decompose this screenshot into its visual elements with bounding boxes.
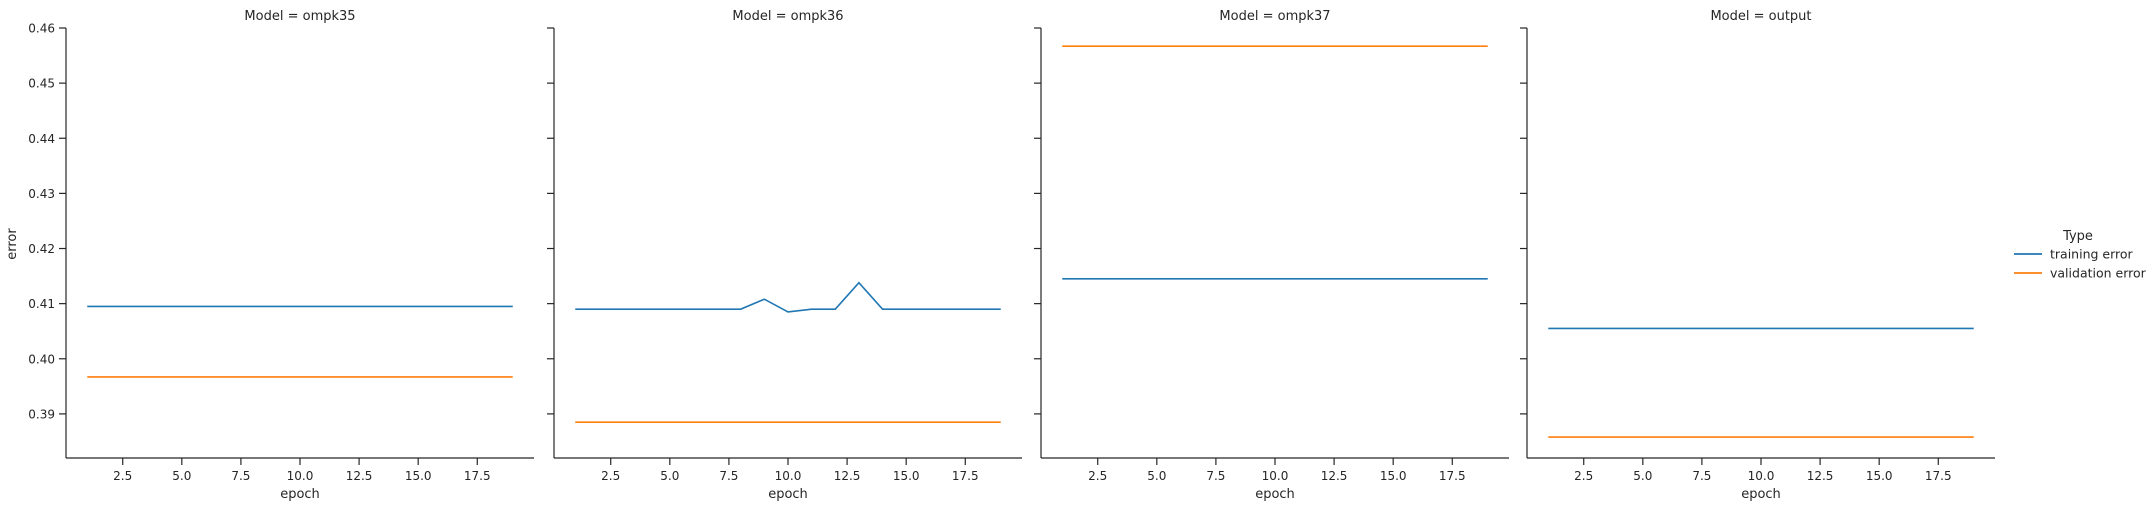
x-tick-label: 7.5 [1692,469,1711,483]
panel-title: Model = output [1710,9,1811,24]
x-tick-label: 17.5 [952,469,979,483]
x-tick-label: 12.5 [1807,469,1834,483]
x-tick-label: 7.5 [1206,469,1225,483]
legend: Type training error validation error [2014,229,2147,281]
y-tick-label: 0.43 [28,187,55,201]
x-tick-label: 10.0 [287,469,314,483]
y-tick-label: 0.42 [28,242,55,256]
x-tick-label: 7.5 [231,469,250,483]
legend-title: Type [2062,229,2093,244]
x-tick-label: 10.0 [775,469,802,483]
x-tick-label: 5.0 [660,469,679,483]
x-tick-label: 17.5 [464,469,491,483]
x-axis-label: epoch [280,487,320,502]
y-tick-label: 0.46 [28,22,55,36]
x-tick-label: 17.5 [1439,469,1466,483]
panel-title: Model = ompk37 [1219,9,1330,24]
y-axis-label: error [5,228,20,260]
y-tick-label: 0.39 [28,407,55,421]
series-line-training [575,283,1000,312]
x-tick-label: 2.5 [113,469,132,483]
x-tick-label: 5.0 [1633,469,1652,483]
legend-label-validation: validation error [2050,266,2147,281]
facet-panel-3: Model = ompk37 2.5 5.0 7.5 10.0 12.5 15.0 17.5 e… [1034,9,1509,502]
x-tick-label: 2.5 [1574,469,1593,483]
panel-title: Model = ompk35 [244,9,355,24]
legend-label-training: training error [2050,247,2134,262]
x-tick-label: 15.0 [405,469,432,483]
x-tick-label: 12.5 [1321,469,1348,483]
facet-panel-4: Model = output 2.5 5.0 7.5 10.0 12.5 15.0 17.5 e… [1520,9,1995,502]
x-tick-label: 5.0 [1147,469,1166,483]
x-tick-label: 12.5 [834,469,861,483]
x-tick-label: 15.0 [893,469,920,483]
x-tick-label: 2.5 [1088,469,1107,483]
panel-title: Model = ompk36 [732,9,843,24]
facet-panels: Model = ompk35 0.39 0.40 0.41 0.42 0.43 0.44 0.… [28,9,1995,502]
y-tick-label: 0.41 [28,297,55,311]
x-tick-label: 10.0 [1748,469,1775,483]
x-axis-label: epoch [768,487,808,502]
facet-panel-2: Model = ompk36 2.5 5.0 7.5 10.0 12.5 15.0 17.5 e… [547,9,1022,502]
x-tick-label: 10.0 [1262,469,1289,483]
x-tick-label: 2.5 [601,469,620,483]
x-tick-label: 15.0 [1380,469,1407,483]
x-tick-label: 17.5 [1925,469,1952,483]
x-tick-label: 12.5 [346,469,373,483]
x-tick-label: 15.0 [1866,469,1893,483]
y-tick-label: 0.40 [28,352,55,366]
x-tick-label: 5.0 [172,469,191,483]
x-axis-label: epoch [1255,487,1295,502]
x-axis-label: epoch [1741,487,1781,502]
y-tick-label: 0.44 [28,132,55,146]
facet-panel-1: Model = ompk35 0.39 0.40 0.41 0.42 0.43 0.44 0.… [28,9,534,502]
y-tick-label: 0.45 [28,77,55,91]
x-tick-label: 7.5 [719,469,738,483]
